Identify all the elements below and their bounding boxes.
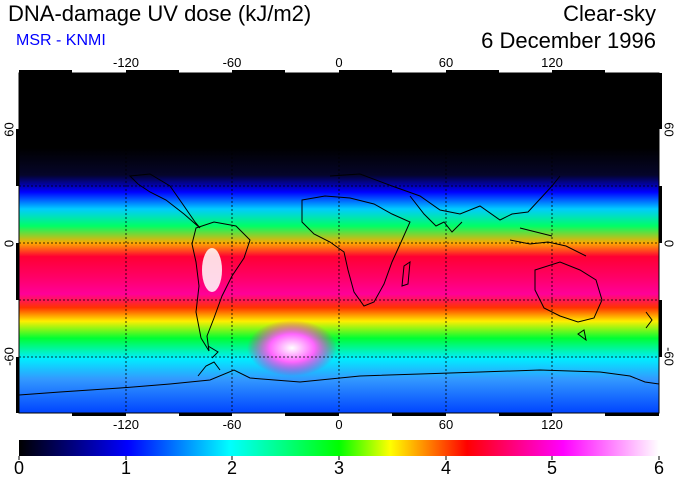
lat-tick-right: 60: [661, 122, 677, 137]
date-label: 6 December 1996: [481, 28, 656, 53]
lat-tick-right: -60: [661, 347, 677, 366]
south-atlantic-hotspot: [247, 320, 337, 376]
lon-tick-top: 60: [438, 55, 454, 70]
lon-tick-top: -120: [112, 55, 140, 70]
colorbar-label: 0: [13, 458, 25, 478]
lon-tick-bottom: 60: [438, 417, 454, 432]
colorbar-label: 4: [440, 458, 452, 478]
andes-hotspot: [202, 248, 222, 292]
colorbar-label: 5: [546, 458, 558, 478]
colorbar-label: 6: [653, 458, 665, 478]
lon-tick-top: 120: [541, 55, 563, 70]
map-title: DNA-damage UV dose (kJ/m2): [8, 1, 312, 26]
lon-tick-top: 0: [335, 55, 343, 70]
lon-tick-bottom: 0: [335, 417, 343, 432]
lon-tick-top: -60: [222, 55, 242, 70]
colorbar: [19, 440, 659, 456]
sky-condition-label: Clear-sky: [563, 1, 656, 26]
lon-tick-bottom: -60: [222, 417, 242, 432]
colorbar-label: 1: [120, 458, 132, 478]
gridlines: [19, 73, 659, 413]
colorbar-ticks: [18, 456, 660, 460]
lat-tick-right: 0: [661, 239, 677, 248]
colorbar-label: 3: [333, 458, 345, 478]
lon-tick-bottom: 120: [541, 417, 563, 432]
coastlines: [19, 173, 659, 396]
lat-tick-left: -60: [1, 347, 17, 366]
colorbar-label: 2: [226, 458, 238, 478]
frame-ticks: [16, 70, 662, 416]
lat-tick-left: 60: [1, 122, 17, 137]
lat-tick-left: 0: [1, 239, 17, 248]
credit-label: MSR - KNMI: [16, 32, 106, 49]
lon-tick-bottom: -120: [112, 417, 140, 432]
